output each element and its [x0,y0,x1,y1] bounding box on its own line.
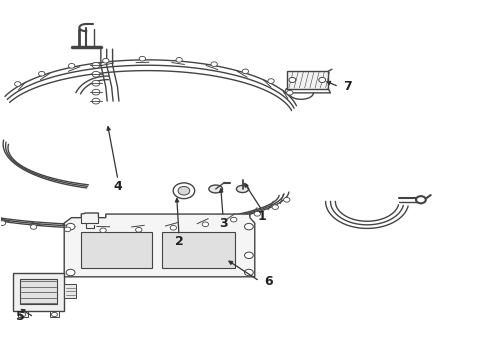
Bar [81,232,152,268]
Circle shape [66,269,75,276]
Circle shape [170,225,176,230]
Circle shape [92,89,100,95]
Circle shape [289,77,296,82]
Circle shape [51,312,57,317]
Circle shape [136,228,142,232]
Circle shape [92,80,100,86]
Circle shape [92,98,100,104]
Circle shape [245,252,253,258]
Text: 2: 2 [174,235,183,248]
Circle shape [245,269,253,276]
Ellipse shape [209,185,222,193]
Bar [49,311,59,318]
Circle shape [178,186,190,195]
Text: 4: 4 [114,180,122,193]
Circle shape [211,62,218,67]
Circle shape [64,227,71,232]
Circle shape [254,211,261,216]
Circle shape [100,228,106,233]
Circle shape [284,198,290,202]
Circle shape [268,79,274,84]
Bar [18,311,27,318]
Circle shape [231,217,237,222]
Circle shape [20,312,25,317]
Circle shape [176,58,182,62]
Polygon shape [64,213,255,277]
Circle shape [0,221,5,225]
Circle shape [319,77,326,82]
Circle shape [69,63,75,68]
Bar [287,71,328,89]
Circle shape [287,90,293,95]
Bar [162,232,235,268]
Circle shape [202,222,209,227]
Text: 1: 1 [258,210,267,223]
Circle shape [39,71,45,76]
Circle shape [30,225,37,229]
Bar [64,284,76,298]
Circle shape [242,69,248,74]
Circle shape [92,62,100,68]
Circle shape [245,224,253,230]
Circle shape [66,224,75,230]
Circle shape [173,183,195,199]
Text: 5: 5 [16,310,24,324]
Bar [20,279,57,305]
Bar [13,273,64,311]
Circle shape [139,57,146,61]
Text: 7: 7 [343,80,352,93]
Circle shape [92,71,100,77]
Circle shape [15,82,21,86]
Text: 6: 6 [264,275,273,288]
Ellipse shape [237,185,248,193]
Circle shape [272,205,278,210]
Text: 3: 3 [219,216,227,230]
Circle shape [102,58,109,63]
